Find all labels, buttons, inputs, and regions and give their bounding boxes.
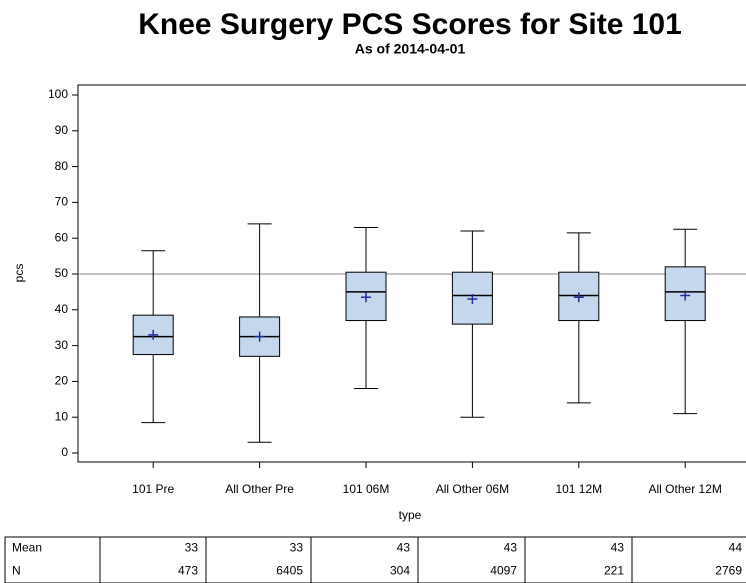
y-tick-label: 30 bbox=[55, 338, 69, 352]
mean-marker bbox=[573, 292, 584, 303]
table-cell: 33 bbox=[290, 541, 304, 555]
mean-marker bbox=[254, 331, 265, 342]
table-cell: 43 bbox=[397, 541, 411, 555]
table-cell: 33 bbox=[185, 541, 199, 555]
y-tick-label: 40 bbox=[55, 302, 69, 316]
table-cell: 221 bbox=[604, 564, 624, 578]
chart-subtitle: As of 2014-04-01 bbox=[355, 41, 466, 57]
table-cell: 43 bbox=[611, 541, 625, 555]
table-cell: 44 bbox=[729, 541, 743, 555]
y-tick-label: 90 bbox=[55, 123, 69, 137]
table-cell: 6405 bbox=[276, 564, 303, 578]
y-tick-label: 50 bbox=[55, 266, 69, 280]
x-tick-label: All Other 12M bbox=[649, 482, 722, 496]
table-cell: 304 bbox=[390, 564, 410, 578]
box bbox=[345, 271, 387, 322]
table-frame bbox=[4, 536, 746, 583]
y-tick-label: 70 bbox=[55, 195, 69, 209]
y-tick-label: 10 bbox=[55, 409, 69, 423]
chart-title: Knee Surgery PCS Scores for Site 101 bbox=[138, 8, 682, 41]
y-tick-label: 60 bbox=[55, 230, 69, 244]
mean-marker bbox=[680, 290, 691, 301]
x-tick-label: 101 12M bbox=[555, 482, 602, 496]
table-cell: 43 bbox=[504, 541, 518, 555]
x-tick-label: All Other 06M bbox=[436, 482, 509, 496]
x-tick-label: 101 06M bbox=[343, 482, 390, 496]
table-cell: 473 bbox=[178, 564, 198, 578]
table-cell: 4097 bbox=[490, 564, 517, 578]
y-tick-label: 100 bbox=[48, 87, 68, 101]
x-tick-label: All Other Pre bbox=[225, 482, 294, 496]
x-tick-label: 101 Pre bbox=[132, 482, 174, 496]
y-tick-label: 80 bbox=[55, 159, 69, 173]
mean-marker bbox=[467, 294, 478, 305]
x-axis-label: type bbox=[399, 508, 422, 522]
table-row-label: N bbox=[12, 564, 21, 578]
y-axis-label: pcs bbox=[12, 264, 26, 283]
mean-marker bbox=[148, 329, 159, 340]
table-cell: 2769 bbox=[715, 564, 742, 578]
table-row-label: Mean bbox=[12, 541, 42, 555]
y-tick-label: 0 bbox=[61, 445, 68, 459]
mean-marker bbox=[361, 292, 371, 303]
y-tick-label: 20 bbox=[55, 374, 69, 388]
